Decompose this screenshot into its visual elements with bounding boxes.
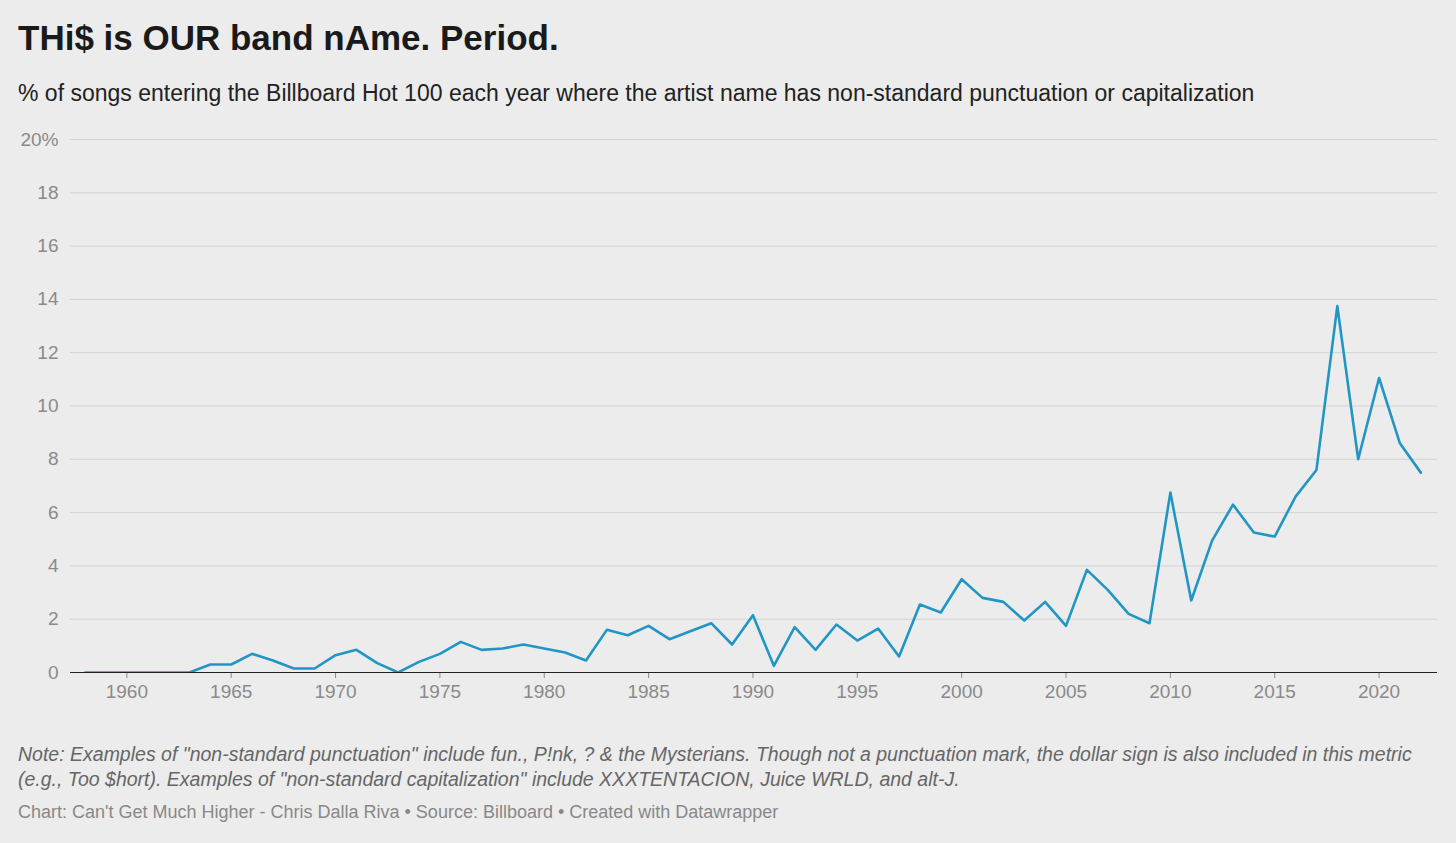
svg-text:6: 6 — [48, 502, 59, 523]
svg-text:1990: 1990 — [732, 681, 774, 702]
svg-text:1965: 1965 — [210, 681, 252, 702]
svg-text:20%: 20% — [20, 129, 58, 150]
svg-text:1960: 1960 — [106, 681, 148, 702]
svg-text:2005: 2005 — [1045, 681, 1087, 702]
svg-text:16: 16 — [37, 235, 58, 256]
svg-text:0: 0 — [48, 662, 59, 683]
html-text:Chart: Can't Get Much Higher -: Chart: Can't Get Much Higher - Chris Dal… — [18, 802, 779, 822]
svg-text:2015: 2015 — [1254, 681, 1296, 702]
svg-text:2020: 2020 — [1358, 681, 1400, 702]
svg-text:1970: 1970 — [314, 681, 356, 702]
svg-text:2: 2 — [48, 608, 59, 629]
svg-text:2000: 2000 — [941, 681, 983, 702]
svg-text:12: 12 — [37, 342, 58, 363]
svg-text:10: 10 — [37, 395, 58, 416]
svg-text:1980: 1980 — [523, 681, 565, 702]
svg-text:14: 14 — [37, 288, 59, 309]
svg-text:1995: 1995 — [836, 681, 878, 702]
svg-text:1985: 1985 — [627, 681, 669, 702]
svg-text:1975: 1975 — [419, 681, 461, 702]
svg-text:18: 18 — [37, 182, 58, 203]
svg-text:2010: 2010 — [1149, 681, 1191, 702]
html-text:Note: Examples of "non-standar: Note: Examples of "non-standard punctuat… — [18, 743, 1412, 790]
html-text:% of songs entering the Billbo: % of songs entering the Billboard Hot 10… — [18, 80, 1255, 106]
svg-text:8: 8 — [48, 448, 59, 469]
svg-text:4: 4 — [48, 555, 59, 576]
html-text:THi$ is OUR band nAme. Period.: THi$ is OUR band nAme. Period. — [18, 18, 559, 57]
